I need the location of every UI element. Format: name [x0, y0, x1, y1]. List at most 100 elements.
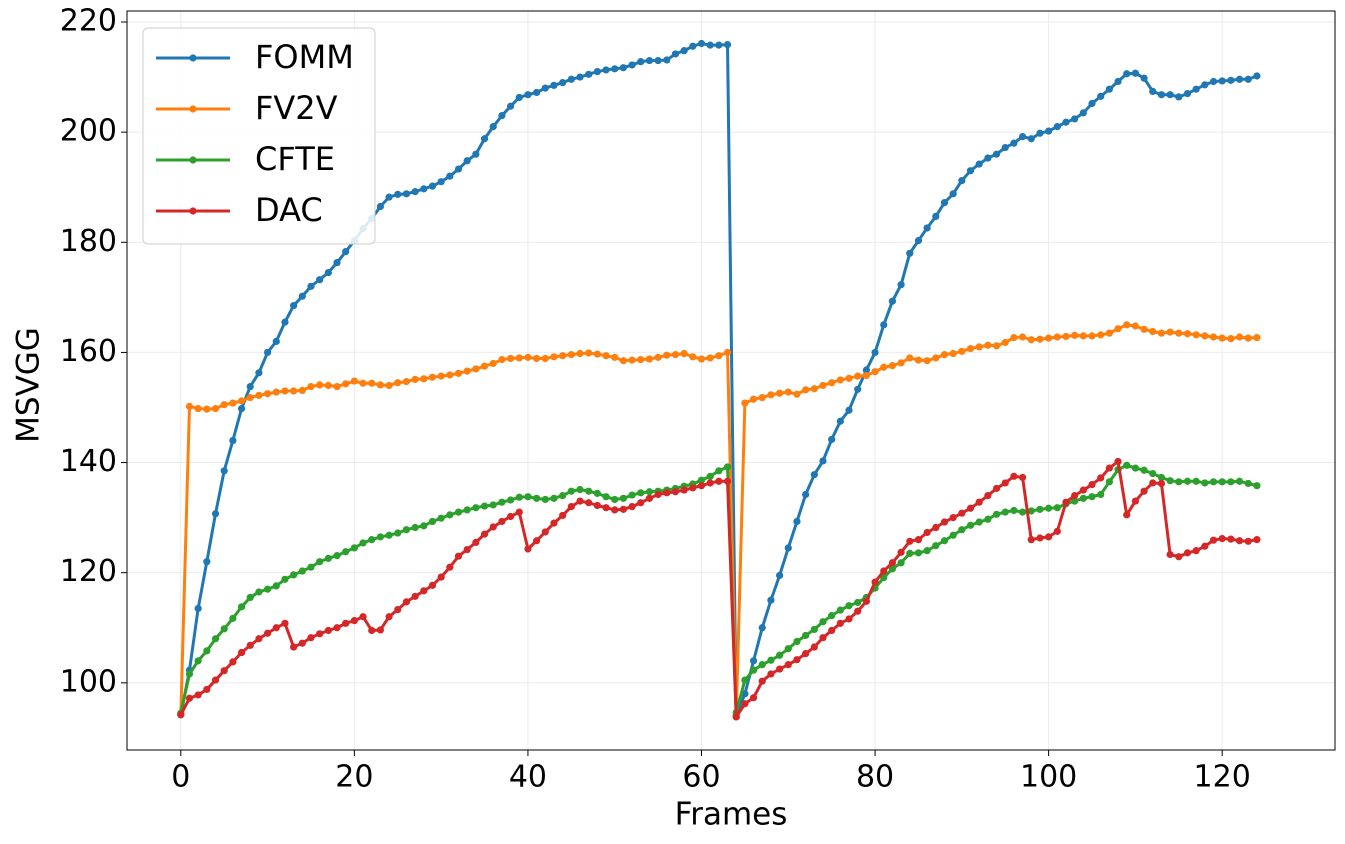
data-point	[194, 604, 202, 613]
data-point	[906, 249, 914, 257]
data-point	[897, 359, 905, 367]
data-point	[663, 351, 671, 359]
data-point	[1192, 331, 1200, 339]
data-point	[741, 399, 749, 407]
data-point	[593, 501, 601, 510]
data-point	[298, 386, 306, 395]
data-point	[1140, 325, 1148, 333]
data-point	[524, 353, 532, 361]
data-point	[220, 625, 228, 633]
data-point	[437, 573, 445, 581]
data-point	[1235, 477, 1244, 485]
data-point	[880, 363, 888, 371]
data-point	[663, 56, 671, 64]
data-point	[802, 650, 810, 658]
data-point	[394, 605, 402, 614]
data-point	[290, 643, 298, 651]
data-point	[1175, 329, 1183, 337]
data-point	[628, 491, 636, 499]
data-point	[1253, 72, 1261, 80]
data-point	[567, 503, 575, 511]
data-point	[1218, 534, 1226, 543]
data-point	[324, 381, 332, 390]
data-point	[749, 694, 758, 702]
data-point	[949, 514, 957, 522]
data-point	[749, 657, 758, 665]
data-point	[307, 563, 315, 571]
data-point	[411, 592, 419, 600]
data-point	[723, 477, 732, 485]
data-point	[463, 367, 471, 375]
data-point	[420, 587, 428, 595]
data-point	[333, 259, 341, 267]
data-point	[437, 372, 445, 380]
data-point	[914, 549, 923, 557]
y-tick-label: 140	[60, 444, 117, 479]
data-point	[914, 536, 923, 544]
data-point	[480, 362, 489, 370]
data-point	[619, 505, 627, 513]
data-point	[741, 700, 749, 708]
data-point	[576, 349, 584, 358]
data-point	[810, 625, 818, 634]
data-point	[1036, 335, 1044, 343]
data-point	[984, 341, 992, 349]
data-point	[1071, 115, 1079, 123]
data-point	[411, 375, 419, 383]
data-point	[966, 504, 975, 512]
data-point	[385, 613, 393, 621]
data-point	[1183, 90, 1192, 98]
data-point	[194, 404, 202, 413]
data-point	[619, 357, 627, 365]
data-point	[689, 353, 697, 361]
data-point	[1027, 536, 1035, 544]
data-point	[966, 344, 975, 353]
data-point	[758, 677, 766, 685]
data-point	[246, 593, 254, 602]
data-point	[506, 102, 515, 110]
data-point	[723, 463, 732, 471]
x-axis-label: Frames	[675, 797, 788, 833]
data-point	[489, 123, 497, 131]
x-tick-label: 40	[509, 760, 547, 795]
data-point	[541, 354, 549, 363]
data-point	[628, 356, 636, 364]
data-point	[263, 390, 272, 398]
data-point	[845, 406, 853, 414]
data-point	[1071, 331, 1079, 339]
data-point	[715, 467, 723, 475]
data-point	[1166, 328, 1174, 336]
data-point	[602, 504, 610, 512]
data-point	[784, 661, 792, 669]
data-point	[637, 58, 645, 66]
y-tick-label: 200	[60, 114, 117, 149]
data-point	[1105, 329, 1113, 337]
axes-frame	[126, 10, 1336, 751]
data-point	[454, 508, 463, 516]
data-point	[255, 635, 263, 643]
data-point	[723, 40, 732, 49]
data-point	[255, 369, 263, 377]
data-point	[402, 526, 411, 534]
data-point	[229, 658, 237, 666]
data-point	[784, 544, 792, 552]
data-point	[316, 381, 324, 389]
data-point	[1123, 321, 1131, 329]
data-point	[290, 571, 298, 579]
data-point	[1045, 127, 1053, 135]
y-tick-label: 220	[60, 4, 117, 39]
data-point	[498, 112, 506, 120]
data-point	[333, 552, 341, 560]
data-point	[1062, 332, 1070, 341]
data-point	[871, 578, 879, 586]
data-point	[775, 651, 784, 659]
data-point	[559, 511, 567, 520]
data-point	[342, 248, 350, 256]
y-tick-label: 180	[60, 224, 117, 259]
data-point	[385, 193, 393, 201]
data-point	[880, 567, 888, 575]
data-point	[290, 302, 298, 310]
data-point	[663, 489, 671, 497]
data-point	[1201, 542, 1209, 550]
data-point	[1131, 69, 1140, 77]
